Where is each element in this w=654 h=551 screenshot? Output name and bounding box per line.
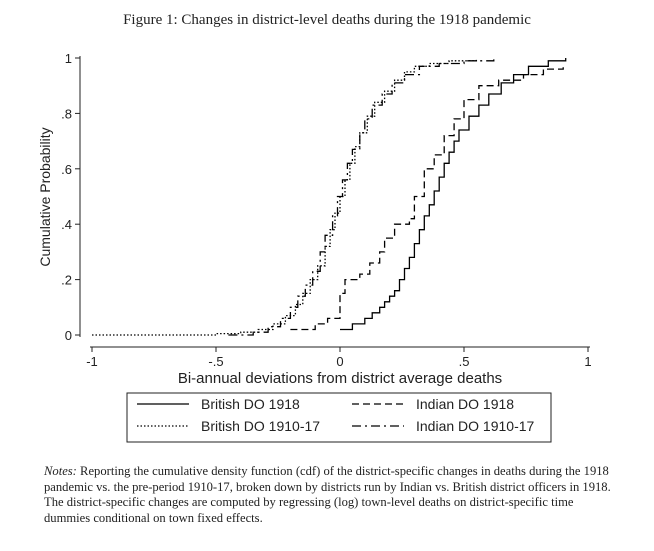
legend-box — [126, 392, 552, 443]
notes-text: Reporting the cumulative density functio… — [44, 464, 611, 525]
x-tick-label: 0 — [336, 354, 343, 369]
x-tick-label: .5 — [459, 354, 470, 369]
series-line-1 — [340, 58, 567, 331]
legend-label: Indian DO 1910-17 — [416, 418, 535, 434]
figure-title: Figure 1: Changes in district-level deat… — [123, 12, 531, 28]
x-tick-label: 1 — [584, 354, 591, 369]
legend-label: British DO 1910-17 — [201, 418, 320, 434]
y-tick-label: .8 — [61, 106, 72, 121]
y-tick-label: 1 — [65, 51, 72, 66]
plot-area — [92, 58, 567, 336]
legend: British DO 1918 British DO 1910-17 Indian … — [126, 392, 552, 443]
x-axis-label: Bi-annual deviations from district avera… — [178, 370, 502, 387]
x-tick-label: -.5 — [208, 354, 223, 369]
y-tick-label: .6 — [61, 162, 72, 177]
y-tick-label: .2 — [61, 273, 72, 288]
series-line-4 — [228, 58, 495, 336]
y-tick-label: .4 — [61, 217, 72, 232]
notes-label: Notes: — [44, 464, 77, 478]
legend-label: Indian DO 1918 — [416, 396, 514, 412]
legend-label: British DO 1918 — [201, 396, 300, 412]
axes: 0 .2 .4 .6 .8 1 -1 -.5 0 .5 1 — [61, 51, 591, 369]
y-axis-label: Cumulative Probability — [37, 127, 53, 266]
series-line-2 — [290, 66, 564, 331]
figure-notes: Notes: Reporting the cumulative density … — [44, 464, 614, 526]
series-line-3 — [92, 58, 478, 336]
y-tick-label: 0 — [65, 328, 72, 343]
x-tick-label: -1 — [86, 354, 98, 369]
